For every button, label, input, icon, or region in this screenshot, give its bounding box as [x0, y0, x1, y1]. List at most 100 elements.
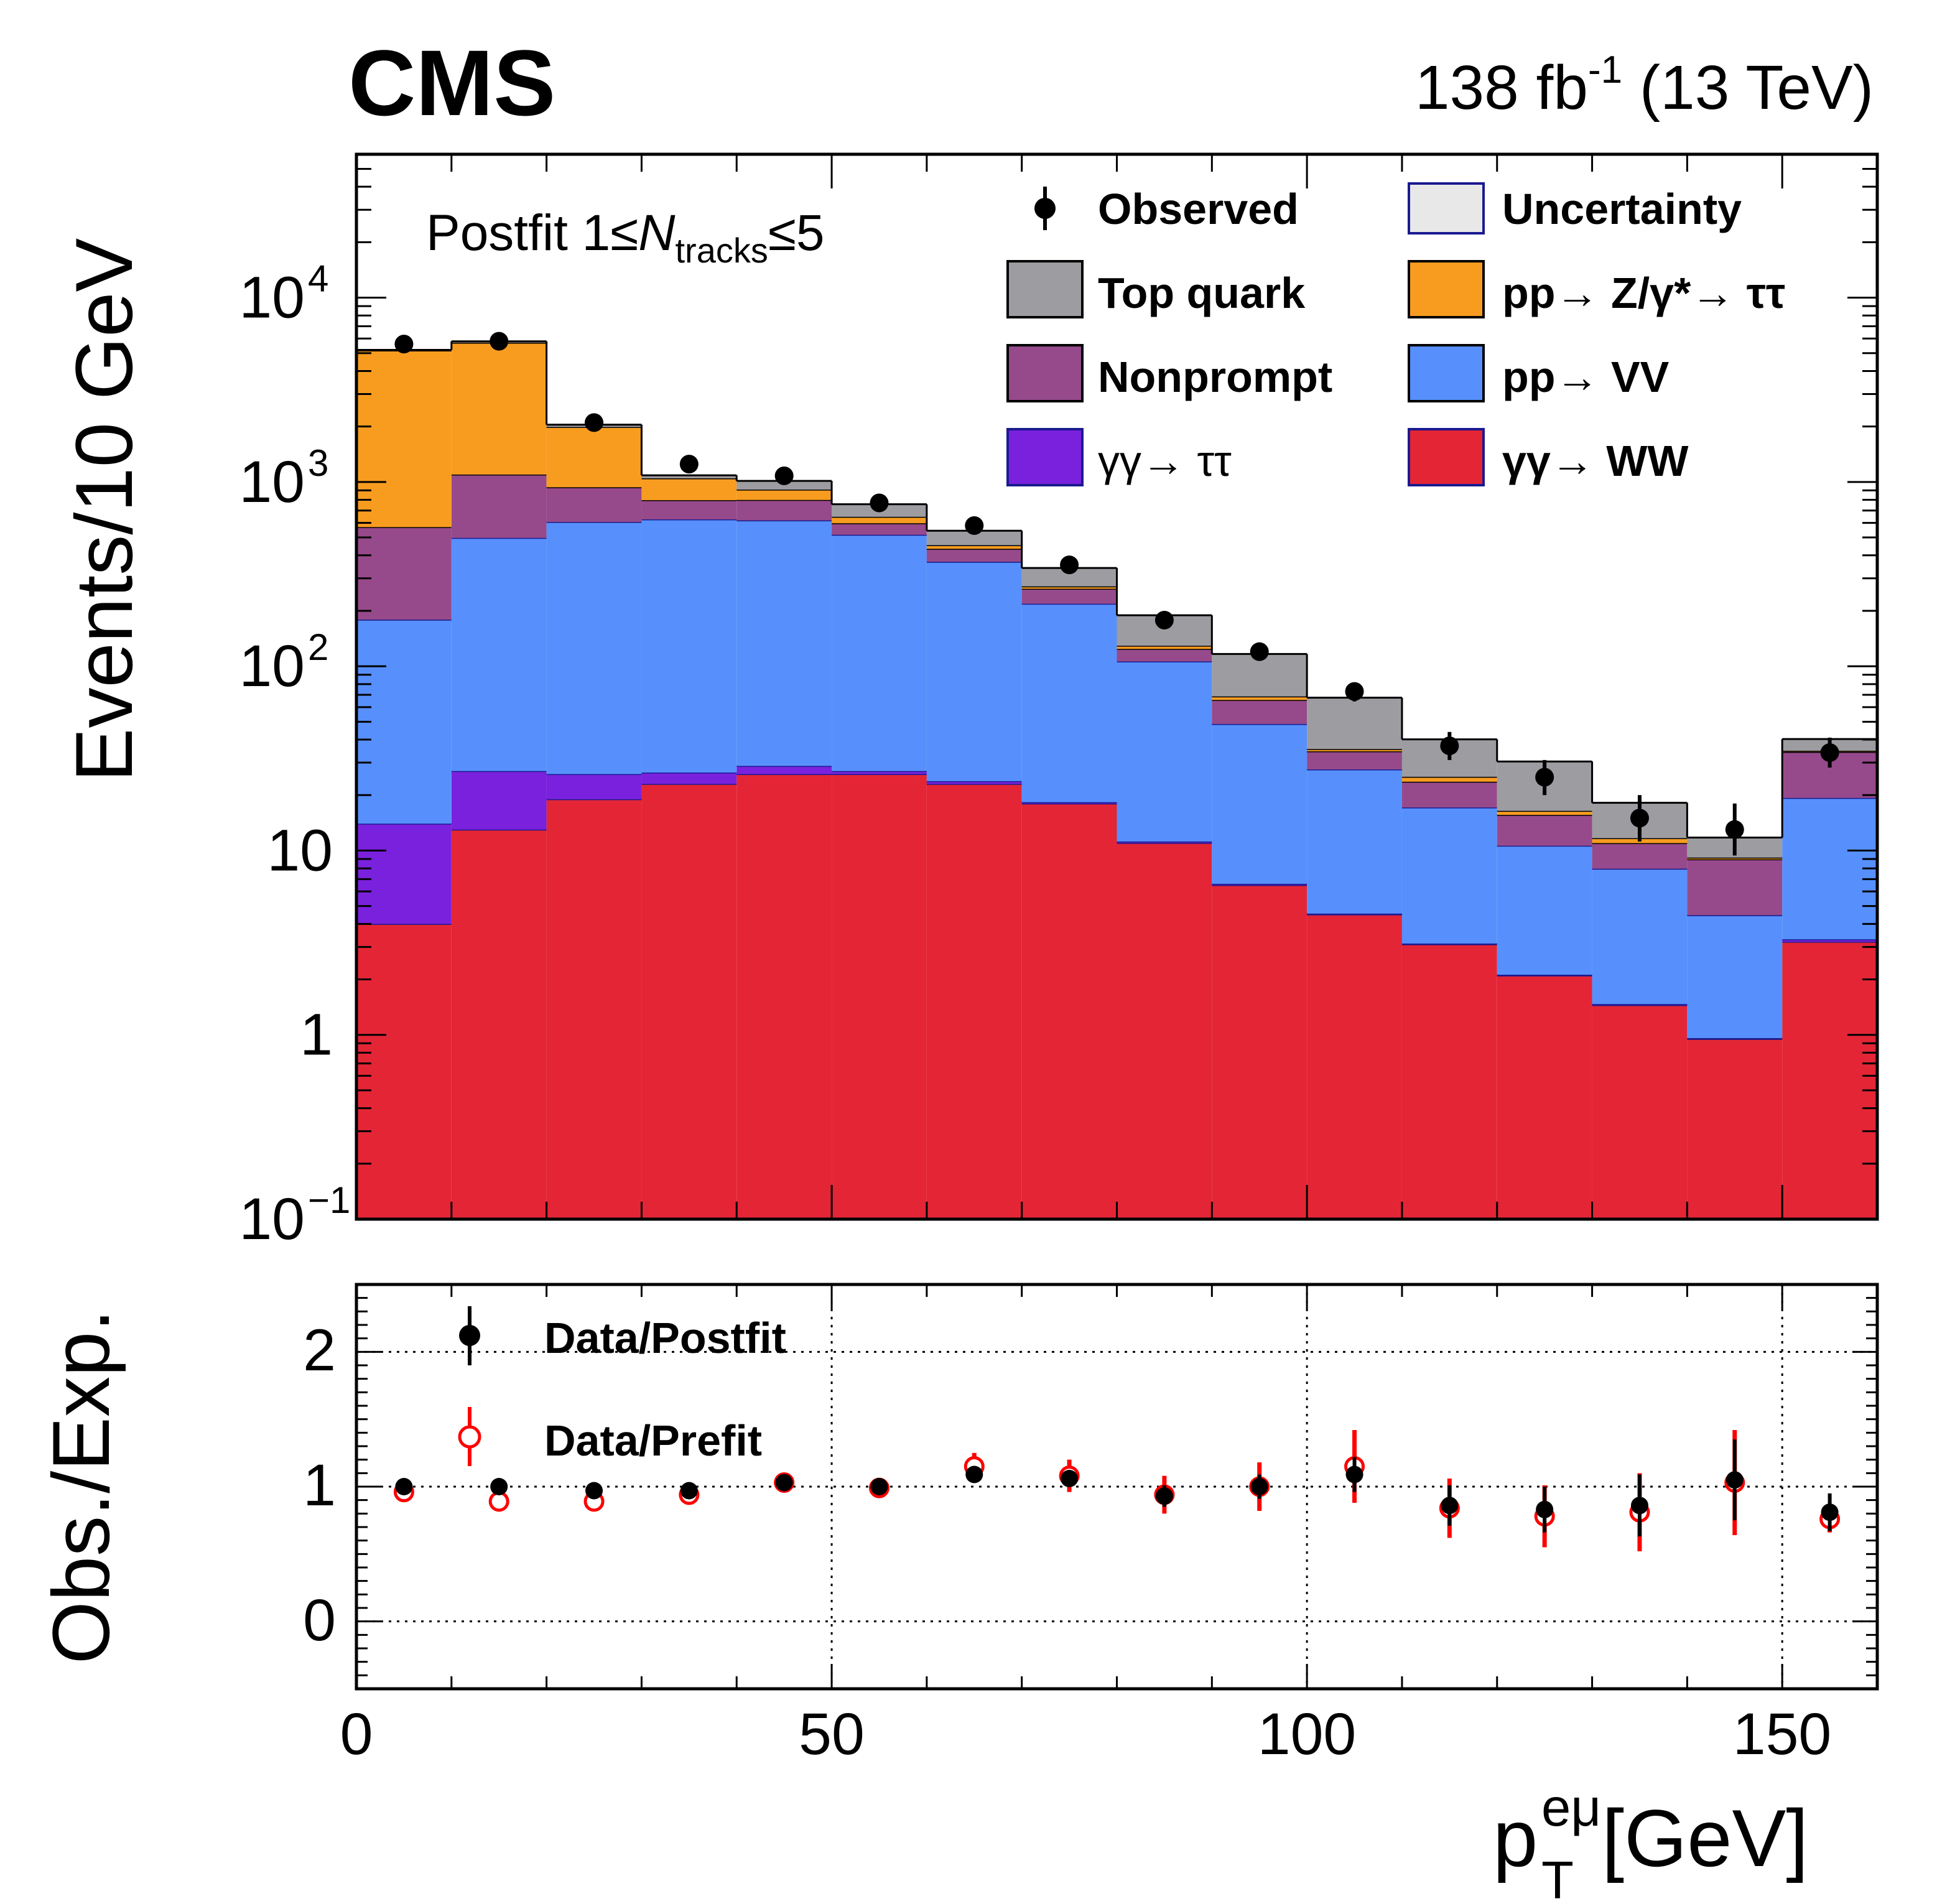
bar-vv-bin-1	[451, 537, 547, 771]
bar-dy-bin-6	[926, 545, 1022, 549]
bar-vv-bin-2	[546, 522, 642, 774]
x-tick-100: 100	[1258, 1701, 1357, 1767]
bar-dy-bin-3	[641, 478, 737, 501]
bar-aatautau-bin-1	[451, 771, 547, 830]
postfit-point-5	[870, 1478, 888, 1495]
x-axis-label: p eμ T [GeV]	[1493, 1778, 1808, 1904]
ratio-y-tick-1: 1	[303, 1452, 336, 1518]
postfit-point-8	[1155, 1487, 1173, 1505]
x-label-p: p	[1493, 1793, 1538, 1883]
upper-ytick-exponent-5: 4	[308, 258, 328, 300]
bar-vv-bin-6	[926, 562, 1022, 781]
upper-frame	[355, 152, 1879, 1221]
upper-axis-ticks	[355, 153, 1879, 1220]
observed-point-12	[1535, 768, 1554, 787]
bar-vv-bin-5	[832, 534, 927, 771]
bar-vv-bin-13	[1592, 868, 1688, 1005]
bar-vv-bin-14	[1687, 915, 1783, 1038]
postfit-point-2	[585, 1482, 603, 1500]
bar-dy-bin-2	[546, 427, 642, 488]
selection-annotation: Postfit 1≤Ntracks≤5	[426, 205, 824, 270]
bar-aaww-bin-11	[1401, 944, 1497, 1219]
legend-observed-label: Observed	[1098, 185, 1299, 233]
ratio-legend-postfit-label: Data/Postfit	[544, 1314, 786, 1362]
x-tick-labels: 0 50 100 150	[340, 1701, 1832, 1767]
legend-aaww-label: γγ→ WW	[1502, 437, 1688, 485]
bar-vv-bin-9	[1212, 723, 1307, 884]
bar-nonprompt-bin-13	[1592, 843, 1688, 869]
bar-aatautau-bin-15	[1782, 939, 1877, 942]
bar-nonprompt-bin-5	[832, 523, 927, 535]
prefit-point-1	[488, 1491, 509, 1512]
observed-point-2	[585, 413, 604, 432]
bar-nonprompt-bin-10	[1307, 751, 1402, 770]
bar-dy-bin-9	[1212, 696, 1307, 700]
observed-point-3	[679, 455, 699, 474]
ratio-legend-postfit-marker	[459, 1325, 480, 1346]
observed-point-10	[1345, 682, 1364, 701]
bar-vv-bin-4	[736, 520, 832, 766]
legend-top-swatch	[1006, 260, 1084, 318]
observed-point-4	[774, 466, 794, 485]
bar-nonprompt-bin-0	[356, 527, 452, 620]
bar-aatautau-bin-3	[641, 773, 737, 784]
bar-vv-bin-15	[1782, 797, 1877, 940]
postfit-point-12	[1536, 1500, 1554, 1518]
postfit-point-0	[395, 1478, 413, 1495]
legend-aatautau-label: γγ→ ττ	[1098, 437, 1232, 485]
legend-vv-label: pp→ VV	[1502, 353, 1670, 401]
observed-point-14	[1725, 820, 1744, 839]
bar-aaww-bin-9	[1212, 885, 1307, 1219]
bar-top-bin-4	[736, 481, 832, 490]
legend-uncertainty-label: Uncertainty	[1502, 185, 1742, 233]
annotation-variable: N	[638, 205, 676, 261]
legend-vv-swatch	[1408, 344, 1485, 402]
bar-nonprompt-bin-6	[926, 549, 1022, 562]
bar-nonprompt-bin-12	[1497, 815, 1592, 846]
bar-vv-bin-8	[1117, 661, 1212, 842]
bar-top-bin-10	[1307, 697, 1402, 750]
bar-dy-bin-10	[1307, 749, 1402, 751]
x-label-subscript: T	[1541, 1851, 1574, 1904]
upper-y-axis-label: Events/10 GeV	[58, 238, 149, 782]
energy-value: (13 TeV)	[1622, 53, 1874, 123]
ratio-points	[393, 1430, 1841, 1551]
stacked-histogram	[356, 340, 1877, 1219]
bar-nonprompt-bin-7	[1021, 588, 1117, 604]
legend-nonprompt-label: Nonprompt	[1098, 353, 1332, 401]
bar-aaww-bin-5	[832, 774, 927, 1219]
lower-panel	[355, 1283, 1879, 1691]
x-label-superscript: eμ	[1541, 1778, 1601, 1837]
legend-aatautau-swatch	[1006, 428, 1084, 486]
x-label-unit: [GeV]	[1602, 1793, 1808, 1883]
observed-point-8	[1154, 610, 1174, 629]
postfit-point-13	[1630, 1497, 1648, 1515]
bar-nonprompt-bin-3	[641, 500, 737, 520]
legend: Observed Uncertainty Top quark pp→ Z/γ*→…	[1006, 182, 1785, 486]
bar-aatautau-bin-5	[832, 771, 927, 774]
bar-nonprompt-bin-4	[736, 499, 832, 521]
bar-vv-bin-11	[1401, 807, 1497, 944]
ratio-legend-prefit-label: Data/Prefit	[544, 1416, 762, 1465]
bar-vv-bin-12	[1497, 845, 1592, 975]
bar-aaww-bin-3	[641, 784, 737, 1219]
bar-nonprompt-bin-9	[1212, 700, 1307, 724]
legend-dy-label: pp→ Z/γ*→ ττ	[1502, 269, 1785, 317]
bar-aatautau-bin-2	[546, 774, 642, 799]
postfit-point-4	[775, 1474, 793, 1492]
observed-point-0	[394, 335, 414, 354]
bar-dy-bin-8	[1117, 646, 1212, 649]
observed-point-11	[1440, 736, 1459, 756]
bar-aaww-bin-2	[546, 799, 642, 1219]
bar-dy-bin-0	[356, 350, 452, 527]
bar-aaww-bin-6	[926, 784, 1022, 1219]
bar-dy-bin-4	[736, 490, 832, 500]
observed-point-13	[1630, 809, 1649, 828]
legend-uncertainty-swatch	[1408, 182, 1485, 235]
annotation-subscript: tracks	[675, 231, 768, 270]
bar-nonprompt-bin-2	[546, 487, 642, 522]
bar-top-bin-6	[926, 531, 1022, 546]
bar-dy-bin-1	[451, 342, 547, 475]
bar-aaww-bin-10	[1307, 914, 1402, 1219]
